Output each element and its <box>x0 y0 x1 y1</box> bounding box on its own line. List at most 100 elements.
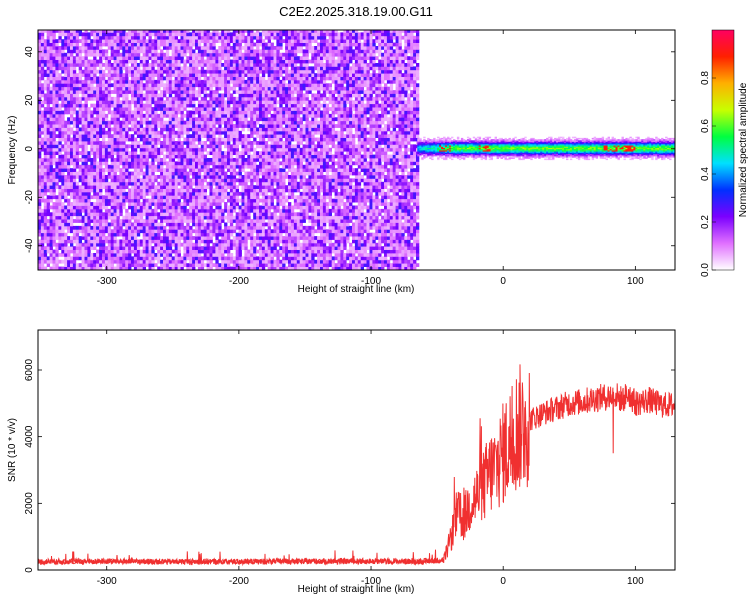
heatmap-cell <box>171 35 175 40</box>
heatmap-cell <box>195 52 199 57</box>
heatmap-cell <box>229 66 234 71</box>
heatmap-cell <box>102 259 106 264</box>
heatmap-cell <box>125 127 129 132</box>
heatmap-cell <box>235 236 239 240</box>
heatmap-cell <box>67 198 71 203</box>
heatmap-cell <box>125 208 129 213</box>
heatmap-cell <box>58 253 62 257</box>
heatmap-cell <box>40 137 45 142</box>
heatmap-cell <box>107 185 112 189</box>
heatmap-cell <box>200 52 205 57</box>
heatmap-cell <box>256 219 260 223</box>
heatmap-cell <box>128 256 132 261</box>
heatmap-cell <box>46 134 50 138</box>
heatmap-cell <box>206 42 210 47</box>
heatmap-cell <box>145 147 149 152</box>
heatmap-cell <box>55 215 59 220</box>
heatmap-cell <box>229 175 234 179</box>
heatmap-cell <box>113 90 117 94</box>
heatmap-cell <box>131 175 135 179</box>
heatmap-cell <box>104 263 109 267</box>
heatmap-cell <box>133 52 138 57</box>
heatmap-cell <box>67 110 71 115</box>
heatmap-cell <box>122 90 126 94</box>
heatmap-cell <box>165 195 170 200</box>
heatmap-cell <box>218 249 222 254</box>
heatmap-cell <box>52 137 56 142</box>
heatmap-cell <box>154 79 158 84</box>
heatmap-cell <box>200 79 205 84</box>
heatmap-cell <box>81 225 85 230</box>
heatmap-cell <box>148 212 152 217</box>
heatmap-cell <box>96 236 100 240</box>
heatmap-cell <box>259 263 263 267</box>
heatmap-cell <box>174 32 178 37</box>
heatmap-cell <box>165 107 170 111</box>
heatmap-cell <box>177 178 181 183</box>
heatmap-cell <box>160 263 164 267</box>
heatmap-cell <box>253 259 257 264</box>
heatmap-cell <box>247 219 251 223</box>
heatmap-cell <box>40 158 45 162</box>
heatmap-cell <box>259 124 263 128</box>
heatmap-cell <box>90 229 94 234</box>
heatmap-cell <box>218 202 222 206</box>
heatmap-cell <box>244 117 248 122</box>
heatmap-cell <box>40 103 45 108</box>
heatmap-cell <box>192 83 196 88</box>
heatmap-cell <box>119 212 123 217</box>
heatmap-cell <box>139 59 144 64</box>
heatmap-cell <box>177 246 181 250</box>
heatmap-cell <box>238 76 242 81</box>
heatmap-cell <box>209 249 213 254</box>
heatmap-cell <box>142 144 146 149</box>
heatmap-cell <box>84 107 88 111</box>
heatmap-cell <box>139 130 144 135</box>
heatmap-cell <box>133 59 138 64</box>
heatmap-cell <box>192 229 196 234</box>
heatmap-cell <box>58 134 62 138</box>
heatmap-cell <box>209 49 213 54</box>
heatmap-cell <box>221 46 225 50</box>
heatmap-cell <box>256 188 260 193</box>
heatmap-cell <box>232 191 237 196</box>
heatmap-cell <box>87 195 91 200</box>
heatmap-cell <box>174 66 178 71</box>
heatmap-cell <box>122 134 126 138</box>
heatmap-cell <box>256 127 260 132</box>
heatmap-cell <box>78 253 82 257</box>
heatmap-cell <box>259 256 263 261</box>
heatmap-cell <box>177 188 181 193</box>
heatmap-cell <box>49 239 53 244</box>
heatmap-cell <box>163 161 167 166</box>
heatmap-cell <box>206 249 210 254</box>
heatmap-cell <box>55 236 59 240</box>
heatmap-cell <box>110 39 114 43</box>
heatmap-cell <box>113 219 117 223</box>
heatmap-cell <box>227 225 231 230</box>
heatmap-cell <box>241 127 245 132</box>
heatmap-cell <box>259 144 263 149</box>
heatmap-cell <box>38 86 42 91</box>
heatmap-cell <box>224 256 228 261</box>
heatmap-cell <box>67 154 71 159</box>
heatmap-cell <box>163 124 167 128</box>
heatmap-cell <box>142 263 146 267</box>
heatmap-cell <box>142 219 146 223</box>
heatmap-cell <box>67 202 71 206</box>
heatmap-cell <box>235 202 239 206</box>
heatmap-cell <box>174 239 178 244</box>
heatmap-cell <box>238 52 242 57</box>
heatmap-cell <box>148 113 152 118</box>
heatmap-cell <box>133 208 138 213</box>
heatmap-cell <box>259 239 263 244</box>
heatmap-cell <box>119 229 123 234</box>
heatmap-cell <box>227 246 231 250</box>
heatmap-cell <box>52 242 56 247</box>
heatmap-cell <box>244 249 248 254</box>
heatmap-cell <box>171 127 175 132</box>
heatmap-cell <box>235 100 239 105</box>
heatmap-cell <box>259 225 263 230</box>
heatmap-cell <box>131 86 135 91</box>
heatmap-cell <box>116 66 120 71</box>
